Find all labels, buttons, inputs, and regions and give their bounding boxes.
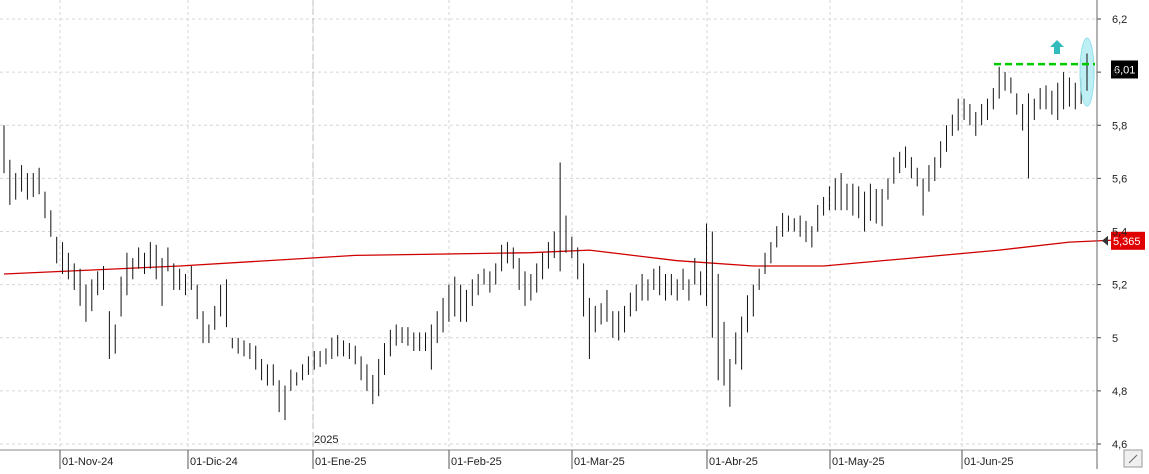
x-tick-label: 01-Feb-25: [451, 456, 502, 468]
x-tick-label: 01-Ene-25: [315, 456, 366, 468]
ma-value-label: 5,365: [1113, 236, 1141, 248]
price-bars: [3, 53, 1088, 421]
last-price-label: 6,01: [1114, 64, 1135, 76]
x-tick-label: 01-Dic-24: [190, 456, 238, 468]
resize-grip-icon: [1128, 454, 1138, 464]
x-tick-label: 01-Abr-25: [709, 456, 758, 468]
y-tick-label: 5,2: [1112, 280, 1127, 292]
moving-average-line: [3, 238, 1129, 275]
ma-pointer-icon: [1102, 235, 1108, 246]
x-tick-label: 01-Jun-25: [964, 456, 1014, 468]
grid: [0, 0, 1097, 450]
y-tick-label: 5,6: [1112, 173, 1127, 185]
y-tick-label: 4,6: [1112, 439, 1127, 451]
y-tick-label: 6: [1112, 67, 1118, 79]
x-tick-label: 01-Nov-24: [62, 456, 113, 468]
y-tick-label: 5,8: [1112, 120, 1127, 132]
y-tick-label: 5: [1112, 333, 1118, 345]
last-price-box: [1111, 60, 1138, 79]
x-tick-label: 01-May-25: [832, 456, 885, 468]
up-arrow-icon: [1050, 40, 1064, 54]
y-tick-label: 4,8: [1112, 386, 1127, 398]
moving-average: [3, 238, 1129, 275]
ma-value-box: [1111, 231, 1145, 250]
annotations: 6,01 5,365: [994, 37, 1145, 250]
x-tick-label: 01-Mar-25: [574, 456, 625, 468]
y-tick-label: 6,2: [1112, 14, 1127, 26]
year-marker-label: 2025: [314, 434, 338, 446]
y-tick-label: 5,4: [1112, 227, 1127, 239]
